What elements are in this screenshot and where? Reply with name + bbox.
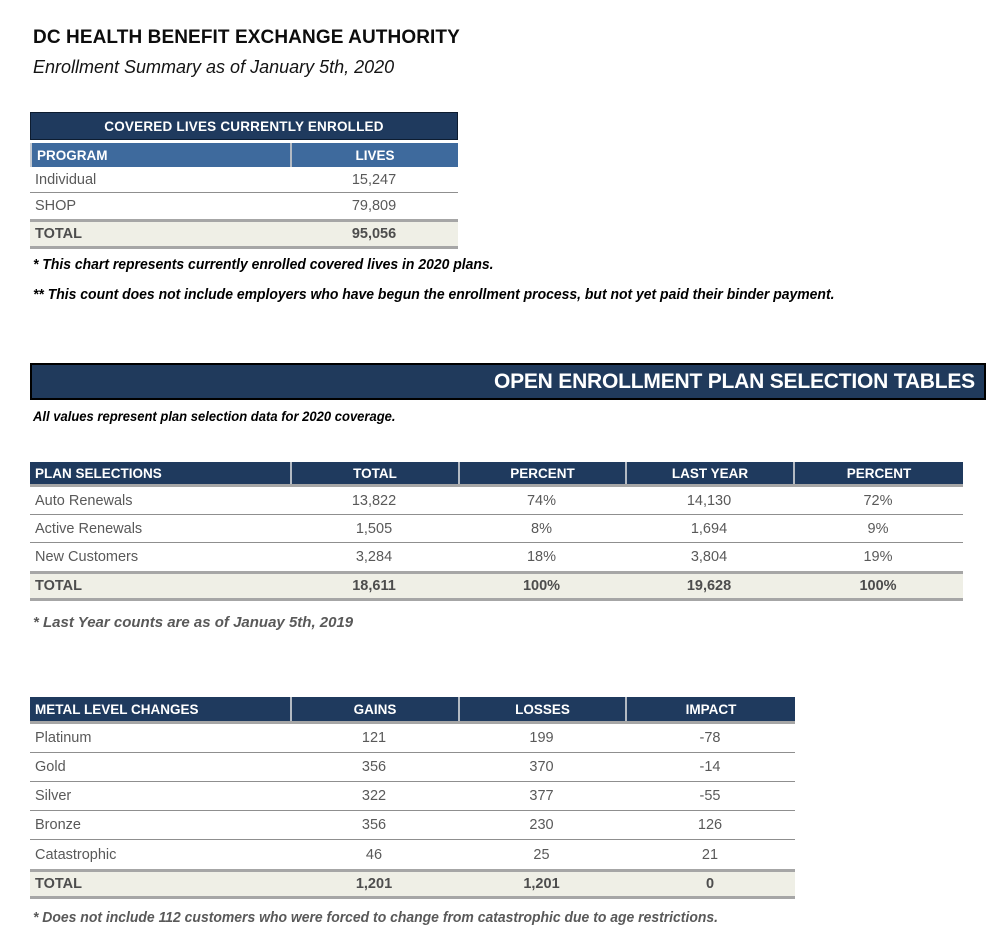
cell-last-percent: 19% [863,549,893,565]
cell-label: Platinum [35,730,92,746]
cell-total-label: TOTAL [35,226,82,242]
cell-impact: -55 [699,788,721,804]
open-enrollment-banner: OPEN ENROLLMENT PLAN SELECTION TABLES [30,363,986,400]
covered-lives-table-title: COVERED LIVES CURRENTLY ENROLLED [30,112,458,140]
cell-losses: 1,201 [523,876,560,892]
cell-impact: -14 [699,759,721,775]
table-row: Catastrophic 46 25 21 [30,840,795,869]
metal-level-changes-table: METAL LEVEL CHANGES GAINS LOSSES IMPACT … [30,697,795,899]
table-row: Auto Renewals 13,822 74% 14,130 72% [30,487,963,515]
report-title: DC HEALTH BENEFIT EXCHANGE AUTHORITY [33,27,460,48]
footnote: * This chart represents currently enroll… [33,256,528,273]
cell-losses: 370 [529,759,554,775]
column-header-lives: LIVES [290,143,458,167]
table-total-row: TOTAL 18,611 100% 19,628 100% [30,571,963,601]
cell-program: Individual [35,171,97,188]
covered-lives-table: COVERED LIVES CURRENTLY ENROLLED PROGRAM… [30,112,458,249]
cell-total: 1,505 [355,520,393,537]
cell-impact: 126 [697,817,723,833]
cell-label: Active Renewals [35,520,143,537]
cell-last-year: 1,694 [690,520,728,537]
cell-total: 13,822 [351,492,397,509]
table-total-row: TOTAL 95,056 [30,219,458,249]
cell-percent: 100% [522,578,561,594]
plan-selections-header-row: PLAN SELECTIONS TOTAL PERCENT LAST YEAR … [30,462,963,487]
cell-label: Silver [35,788,72,804]
column-header-gains: GAINS [290,697,458,721]
footnote: * Last Year counts are as of Januay 5th,… [33,614,354,631]
metal-changes-header-row: METAL LEVEL CHANGES GAINS LOSSES IMPACT [30,697,795,724]
plan-selections-table: PLAN SELECTIONS TOTAL PERCENT LAST YEAR … [30,462,963,601]
cell-losses: 199 [529,730,554,746]
report-subtitle: Enrollment Summary as of January 5th, 20… [33,57,395,77]
cell-label: Gold [35,759,66,775]
cell-percent: 74% [526,492,557,509]
cell-gains: 46 [365,846,383,863]
cell-total: 3,284 [355,549,393,565]
table-total-row: TOTAL 1,201 1,201 0 [30,869,795,899]
cell-label: Bronze [35,817,81,833]
cell-last-percent: 100% [859,578,897,594]
table-row: Platinum 121 199 -78 [30,724,795,753]
covered-lives-header-row: PROGRAM LIVES [30,143,458,167]
cell-gains: 121 [361,730,387,746]
footnote-text: ** This count does not include employers… [33,286,835,303]
cell-total-label: TOTAL [35,578,82,594]
banner-note-text: All values represent plan selection data… [33,408,396,424]
cell-label: Catastrophic [35,846,117,863]
cell-gains: 356 [361,817,387,833]
banner-note: All values represent plan selection data… [33,408,423,424]
cell-lives: 15,247 [351,171,397,188]
cell-percent: 18% [526,549,557,565]
cell-program: SHOP [35,198,77,214]
footnote: * Does not include 112 customers who wer… [33,909,770,926]
column-header-percent: PERCENT [458,462,625,484]
table-row: Bronze 356 230 126 [30,811,795,840]
cell-gains: 322 [361,788,387,804]
footnote: ** This count does not include employers… [33,286,895,303]
cell-label: New Customers [35,549,139,565]
cell-lives: 79,809 [351,198,397,214]
cell-gains: 356 [361,759,387,775]
cell-gains: 1,201 [355,876,393,892]
table-row: New Customers 3,284 18% 3,804 19% [30,543,963,571]
column-header-program: PROGRAM [37,147,108,163]
table-row: Silver 322 377 -55 [30,782,795,811]
cell-last-year: 19,628 [686,578,732,594]
banner-title: OPEN ENROLLMENT PLAN SELECTION TABLES [493,369,975,393]
cell-label: Auto Renewals [35,492,133,509]
cell-last-year: 3,804 [690,549,728,565]
cell-total: 18,611 [352,578,396,594]
cell-impact: 21 [701,846,719,863]
cell-impact: 0 [705,876,715,892]
column-header-impact: IMPACT [625,697,795,721]
cell-last-year: 14,130 [686,492,732,509]
footnote-text: * Does not include 112 customers who wer… [33,909,719,926]
cell-last-percent: 9% [867,520,889,537]
cell-losses: 377 [529,788,554,804]
table-row: Gold 356 370 -14 [30,753,795,782]
column-header-last-year: LAST YEAR [625,462,793,484]
table-row: Individual 15,247 [30,167,458,193]
cell-total-label: TOTAL [35,876,82,892]
table-row: SHOP 79,809 [30,193,458,219]
column-header-plan-selections: PLAN SELECTIONS [35,465,162,481]
column-header-losses: LOSSES [458,697,625,721]
cell-impact: -78 [699,730,721,746]
cell-total-lives: 95,056 [351,226,397,242]
table-row: Active Renewals 1,505 8% 1,694 9% [30,515,963,543]
cell-last-percent: 72% [863,492,893,509]
footnote-text: * This chart represents currently enroll… [33,256,494,273]
column-header-percent: PERCENT [793,462,963,484]
column-header-total: TOTAL [290,462,458,484]
cell-losses: 25 [533,846,550,863]
column-header-metal-level-changes: METAL LEVEL CHANGES [35,701,199,717]
cell-losses: 230 [529,817,554,833]
cell-percent: 8% [531,520,552,537]
